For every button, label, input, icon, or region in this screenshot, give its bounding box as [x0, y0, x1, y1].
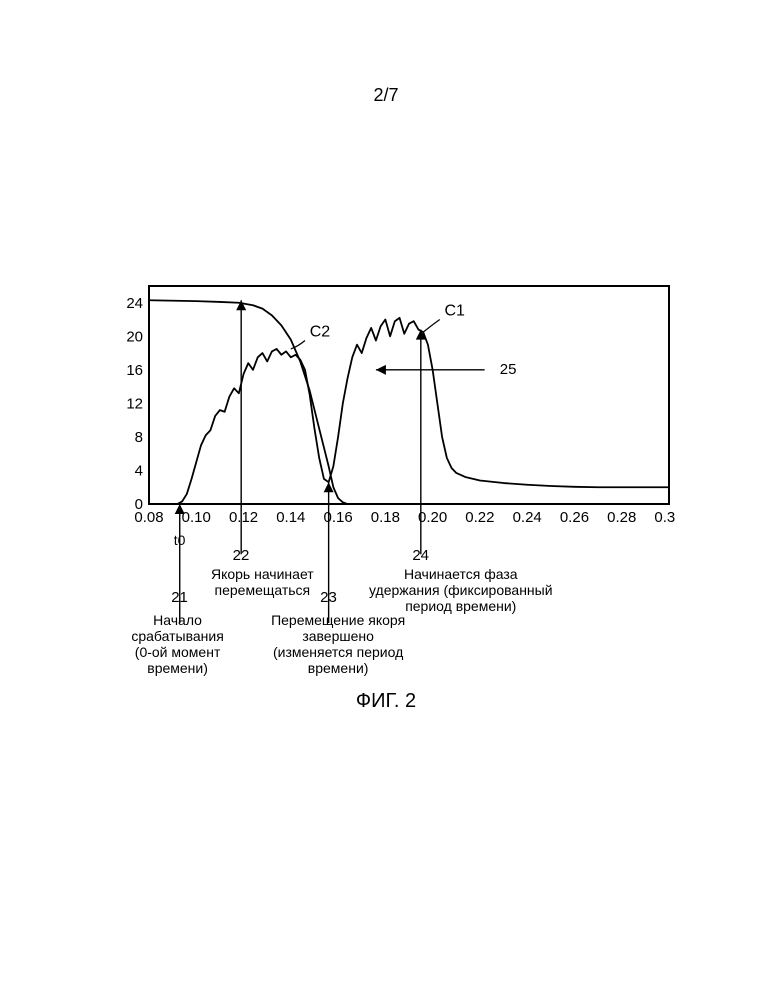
label-c1: C1 [444, 302, 465, 319]
label-t0: t0 [174, 532, 186, 548]
text-23: Перемещение якоря завершено (изменяется … [271, 612, 405, 676]
y-tick-label: 12 [126, 395, 143, 412]
x-tick-label: 0.12 [229, 509, 258, 526]
x-tick-label: 0.28 [607, 509, 636, 526]
page-number: 2/7 [0, 85, 772, 106]
x-tick-label: 0.26 [560, 509, 589, 526]
x-tick-label: 0.22 [465, 509, 494, 526]
x-tick-label: 0.24 [513, 509, 542, 526]
label-21: 21 [171, 589, 188, 606]
page: 2/7 048121620240.080.100.120.140.160.180… [0, 0, 772, 999]
plot-frame [149, 286, 669, 504]
x-tick-label: 0.30 [654, 509, 675, 526]
label-24: 24 [412, 547, 429, 564]
y-tick-label: 4 [135, 462, 143, 479]
x-tick-label: 0.08 [134, 509, 163, 526]
x-tick-label: 0.20 [418, 509, 447, 526]
curve-c1 [149, 318, 669, 504]
x-tick-label: 0.18 [371, 509, 400, 526]
label-23: 23 [320, 589, 337, 606]
y-tick-label: 16 [126, 362, 143, 379]
x-tick-label: 0.16 [323, 509, 352, 526]
label-leader [423, 320, 440, 333]
y-tick-label: 20 [126, 328, 143, 345]
arrow-25-head [376, 365, 386, 375]
figure-caption: ФИГ. 2 [0, 690, 772, 713]
text-21: Начало срабатывания (0-ой момент времени… [131, 612, 223, 676]
arrow-22-head [236, 300, 246, 310]
x-tick-label: 0.10 [182, 509, 211, 526]
label-c2: C2 [310, 323, 331, 340]
y-tick-label: 24 [126, 295, 143, 312]
text-22: Якорь начинает перемещаться [211, 566, 314, 598]
label-22: 22 [233, 547, 250, 564]
text-24: Начинается фаза удержания (фиксированный… [369, 566, 553, 614]
y-tick-label: 8 [135, 429, 143, 446]
label-25: 25 [500, 361, 517, 378]
x-tick-label: 0.14 [276, 509, 305, 526]
